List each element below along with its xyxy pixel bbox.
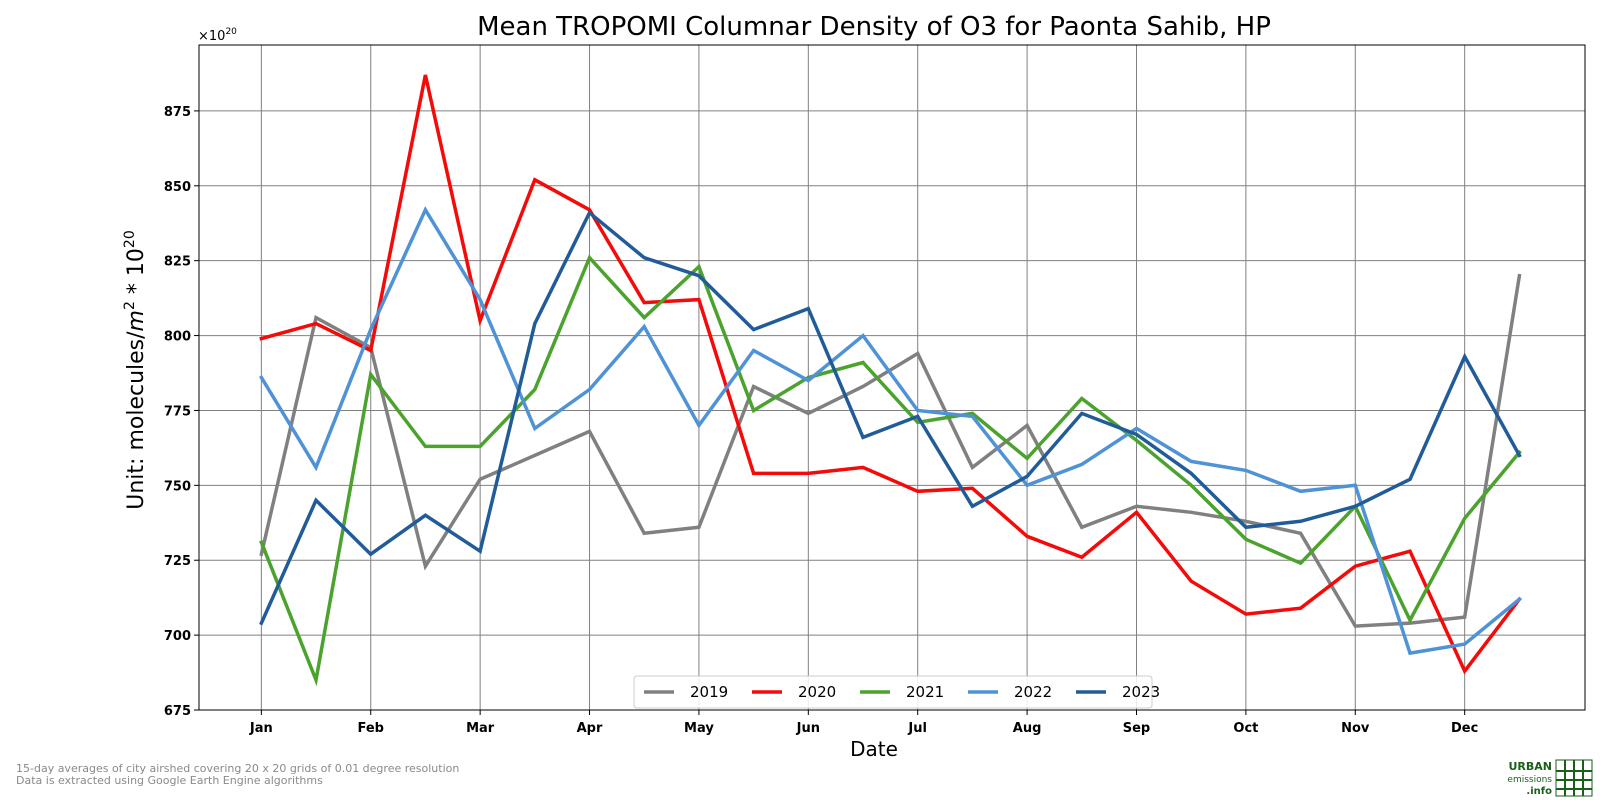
y-axis-label-exp1: 2 [122, 301, 138, 310]
y-axis-label-exp2: 20 [122, 230, 138, 248]
y-tick-label: 725 [164, 554, 191, 569]
x-tick-label: Feb [358, 721, 384, 736]
x-tick-label: Dec [1451, 721, 1478, 736]
x-axis-label: Date [850, 737, 898, 761]
legend: 2019 2020 2021 2022 2023 [633, 675, 1160, 709]
y-axis-label-mid: * 10 [124, 248, 149, 301]
grid [199, 45, 1585, 711]
x-tick-label: May [684, 721, 714, 736]
y-tick-label: 675 [164, 704, 191, 719]
y-tick-label: 825 [164, 255, 191, 270]
plot-frame [198, 44, 1586, 711]
y-tick-label: 800 [164, 330, 191, 345]
series-line-2022 [258, 206, 1522, 656]
legend-label-2021: 2021 [906, 683, 944, 701]
series-lines [258, 74, 1522, 687]
y-tick-label: 700 [164, 629, 191, 644]
chart-title: Mean TROPOMI Columnar Density of O3 for … [477, 12, 1271, 42]
x-tick-label: Jun [796, 721, 820, 736]
series-line-2019 [259, 273, 1522, 628]
y-axis-label-prefix: Unit: molecules/ [124, 331, 149, 510]
series-line-2021 [259, 254, 1522, 687]
y-offset-exp: 20 [225, 27, 237, 37]
x-tick-label: Jan [249, 721, 273, 736]
legend-label-2020: 2020 [798, 683, 836, 701]
logo-line-1: URBAN [1508, 760, 1552, 773]
logo-line-3: .info [1526, 786, 1552, 797]
y-offset-label: ×1020 [198, 27, 237, 44]
y-tick-label: 750 [164, 479, 191, 494]
urban-emissions-logo: URBAN emissions .info [1507, 759, 1593, 797]
y-tick-label: 775 [164, 404, 191, 419]
x-tick-label: Jul [907, 721, 927, 736]
logo-line-2: emissions [1507, 775, 1552, 785]
x-tick-label: Apr [577, 721, 603, 736]
x-tick-label: Nov [1341, 721, 1370, 736]
x-tick-label: Oct [1233, 721, 1258, 736]
x-tick-label: Sep [1123, 721, 1151, 736]
series-line-2020 [259, 74, 1522, 675]
legend-label-2023: 2023 [1122, 683, 1160, 701]
y-offset-base: ×10 [198, 29, 225, 44]
legend-label-2019: 2019 [690, 683, 728, 701]
legend-label-2022: 2022 [1014, 683, 1052, 701]
footnote-line-2: Data is extracted using Google Earth Eng… [16, 774, 323, 787]
y-tick-label: 875 [164, 105, 191, 120]
footnote-line-1: 15-day averages of city airshed covering… [16, 762, 460, 775]
y-axis-label: Unit: molecules/m2 * 1020 [122, 230, 149, 509]
y-axis-label-unit: m [124, 310, 149, 331]
series-line-2023 [259, 209, 1522, 626]
svg-text:Unit: molecules/m2 * 1020: Unit: molecules/m2 * 1020 [122, 230, 149, 509]
ticks: 675 700 725 750 775 800 825 850 875 Jan Feb Mar Apr M… [164, 105, 1478, 736]
x-tick-label: Mar [466, 721, 495, 736]
y-tick-label: 850 [164, 180, 191, 195]
logo-grid-icon [1555, 759, 1593, 797]
legend-box [633, 675, 1153, 709]
x-tick-label: Aug [1013, 721, 1042, 736]
